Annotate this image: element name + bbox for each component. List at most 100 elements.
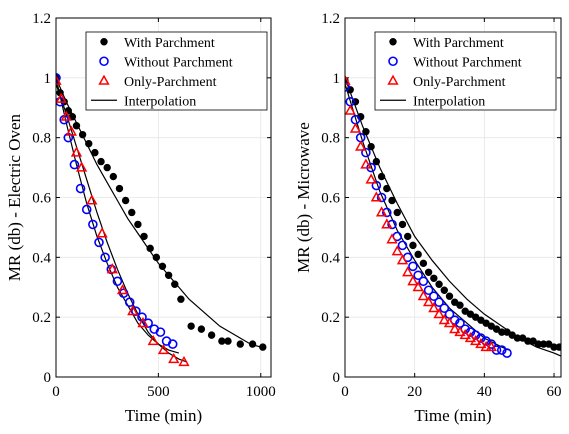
data-point — [422, 296, 435, 307]
y-tick-label: 1 — [44, 71, 52, 87]
data-point — [398, 220, 407, 229]
legend-label: Interpolation — [124, 94, 196, 109]
data-point — [440, 286, 448, 294]
y-tick-label: 0.8 — [32, 131, 51, 147]
y-tick-label: 1.2 — [32, 11, 51, 27]
plot-area — [56, 73, 267, 367]
data-point — [81, 204, 92, 215]
y-tick-label: 0.6 — [321, 191, 340, 207]
y-axis-label: MR (db) - Microwave — [294, 122, 313, 273]
series-only-parchment — [345, 74, 497, 352]
series-only-parchment — [56, 74, 190, 367]
data-point — [393, 208, 401, 217]
data-point — [224, 337, 232, 345]
data-point — [85, 139, 93, 148]
data-point — [134, 220, 142, 229]
data-point — [56, 73, 61, 83]
legend-marker — [389, 38, 397, 46]
data-point — [78, 130, 87, 139]
x-tick-label: 0 — [341, 384, 349, 400]
legend-box — [85, 31, 268, 111]
data-point — [207, 331, 216, 339]
data-point — [115, 184, 124, 193]
data-point — [88, 219, 98, 230]
data-point — [396, 254, 409, 265]
data-point — [177, 295, 185, 303]
y-tick-label: 0.4 — [32, 250, 51, 266]
data-point — [428, 302, 440, 313]
data-point — [259, 343, 267, 351]
data-point — [555, 343, 561, 351]
legend-label: Only-Parchment — [124, 75, 217, 90]
x-tick-label: 0 — [52, 384, 60, 400]
data-point — [178, 355, 190, 367]
x-axis-label: Time (min) — [125, 406, 202, 425]
data-point — [429, 291, 439, 302]
data-point — [386, 233, 398, 244]
data-point — [167, 339, 178, 349]
data-point — [146, 244, 154, 253]
data-point — [140, 232, 148, 241]
data-point — [158, 262, 167, 271]
data-point — [236, 340, 244, 348]
x-tick-label: 40 — [477, 384, 492, 400]
data-point — [443, 316, 456, 328]
data-point — [345, 74, 351, 85]
data-point — [377, 172, 386, 181]
data-point — [56, 92, 67, 103]
data-point — [75, 183, 86, 194]
data-point — [502, 348, 512, 358]
data-point — [168, 352, 180, 364]
data-point — [439, 303, 450, 313]
data-point — [128, 208, 136, 217]
legend-label: With Parchment — [124, 36, 215, 51]
data-point — [391, 245, 403, 256]
legend-marker — [388, 56, 398, 67]
y-tick-label: 0.4 — [321, 250, 340, 266]
legend-label: Without Parchment — [413, 55, 522, 70]
data-point — [412, 281, 424, 292]
data-point — [360, 158, 372, 169]
y-tick-label: 0.2 — [321, 310, 340, 326]
data-point — [404, 232, 412, 241]
data-point — [345, 104, 356, 115]
data-point — [91, 148, 99, 157]
y-tick-label: 1 — [333, 71, 341, 87]
legend-marker — [100, 38, 108, 46]
data-point — [372, 157, 381, 166]
data-point — [424, 268, 433, 276]
data-point — [72, 121, 81, 130]
data-point — [65, 125, 77, 136]
data-point — [197, 325, 206, 333]
y-tick-label: 1.2 — [321, 11, 340, 27]
data-point — [349, 122, 362, 133]
data-point — [433, 308, 445, 319]
legend-label: Only-Parchment — [413, 75, 506, 90]
x-tick-label: 500 — [147, 384, 170, 400]
data-point — [100, 252, 110, 263]
data-point — [397, 240, 408, 251]
y-tick-label: 0.8 — [321, 131, 340, 147]
data-point — [367, 142, 375, 151]
data-point — [97, 157, 105, 166]
chart-electric-oven: 0 500 1000 0 0.2 0.4 0.6 0.8 1 1.2 Time (min) MR (d… — [5, 11, 276, 425]
data-point — [362, 127, 370, 136]
y-axis-label: MR (db) - Electric Oven — [5, 113, 24, 281]
data-point — [408, 261, 418, 272]
data-point — [70, 146, 83, 157]
data-point — [475, 337, 487, 349]
legend-marker — [99, 56, 109, 67]
data-point — [407, 275, 419, 286]
data-point — [69, 159, 80, 170]
y-tick-label: 0.6 — [32, 191, 51, 207]
legend-label: Interpolation — [413, 94, 485, 109]
data-point — [355, 140, 367, 151]
series-without-parchment — [345, 82, 512, 358]
data-point — [147, 334, 159, 346]
data-point — [187, 322, 195, 330]
data-point — [96, 227, 108, 238]
data-point — [218, 337, 226, 345]
plot-frame — [55, 17, 272, 378]
data-point — [449, 322, 461, 334]
